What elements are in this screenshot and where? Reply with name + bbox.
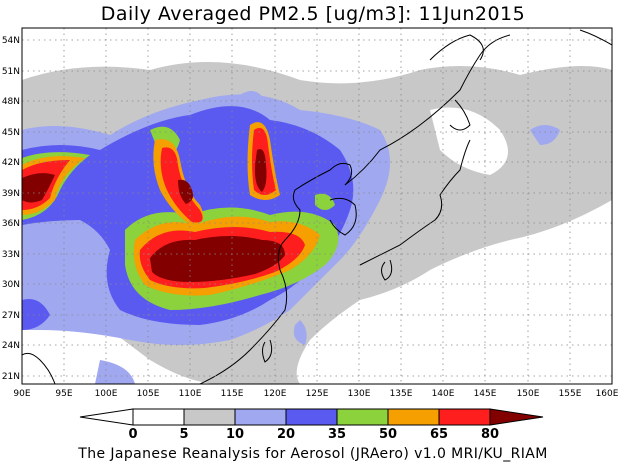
lon-tick: 140E [432, 389, 455, 399]
legend-label: 20 [277, 427, 295, 442]
lon-tick: 125E [306, 389, 329, 399]
lat-axis: 54N 51N 48N 45N 42N 39N 36N 33N 30N 27N … [2, 36, 20, 382]
lat-tick: 21N [2, 372, 20, 382]
legend-box-0-5 [132, 408, 185, 426]
lon-tick: 130E [348, 389, 371, 399]
lat-tick: 39N [2, 189, 20, 199]
lon-tick: 135E [390, 389, 413, 399]
legend-arrow-low [79, 408, 134, 426]
legend-label: 65 [430, 427, 448, 442]
legend-box-5-10 [183, 408, 236, 426]
lat-tick: 42N [2, 158, 20, 168]
legend-arrow-high [489, 408, 544, 426]
lon-tick: 160E [596, 389, 619, 399]
lat-tick: 33N [2, 250, 20, 260]
legend-label: 0 [128, 427, 137, 442]
footer-credit: The Japanese Reanalysis for Aerosol (JRA… [78, 446, 548, 462]
legend-label: 80 [481, 427, 499, 442]
lon-tick: 105E [137, 389, 160, 399]
legend-label: 5 [179, 427, 188, 442]
lon-tick: 115E [221, 389, 244, 399]
lat-tick: 48N [2, 97, 20, 107]
plot-frame [21, 27, 613, 385]
lat-tick: 24N [2, 341, 20, 351]
coastlines [22, 29, 612, 384]
lat-tick: 45N [2, 128, 20, 138]
legend-label: 10 [226, 427, 244, 442]
lon-tick: 95E [55, 389, 72, 399]
lat-tick: 30N [2, 280, 20, 290]
legend-box-20-35 [285, 408, 338, 426]
legend-box-35-50 [336, 408, 389, 426]
legend-label: 35 [328, 427, 346, 442]
lon-tick: 145E [474, 389, 497, 399]
pm25-level-dark-red [22, 149, 285, 282]
lon-tick: 90E [13, 389, 30, 399]
legend-box-50-65 [387, 408, 440, 426]
lat-tick: 36N [2, 219, 20, 229]
map-title: Daily Averaged PM2.5 [ug/m3]: 11Jun2015 [100, 3, 526, 25]
legend-box-65-80 [438, 408, 491, 426]
lat-tick: 27N [2, 311, 20, 321]
lon-tick: 150E [517, 389, 540, 399]
lat-tick: 51N [2, 67, 20, 77]
lon-axis: 90E 95E 100E 105E 110E 115E 120E 125E 13… [13, 389, 618, 399]
lon-tick: 110E [179, 389, 202, 399]
lat-tick: 54N [2, 36, 20, 46]
legend-label: 50 [379, 427, 397, 442]
lon-tick: 120E [264, 389, 287, 399]
lon-tick: 155E [559, 389, 582, 399]
lon-tick: 100E [95, 389, 118, 399]
legend-box-10-20 [234, 408, 287, 426]
